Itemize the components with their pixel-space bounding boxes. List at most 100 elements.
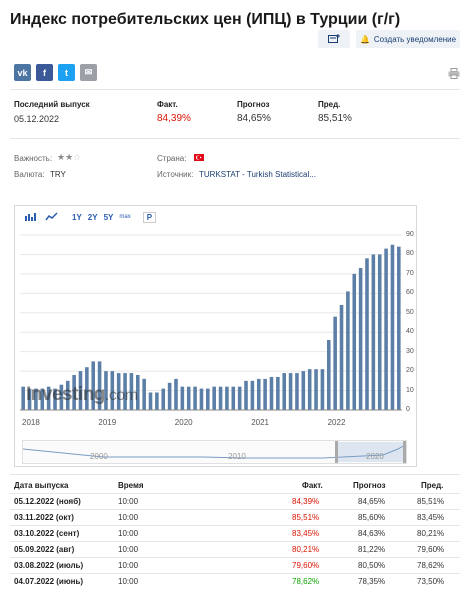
chart-bar[interactable] [199, 388, 204, 410]
chart-bar[interactable] [21, 386, 25, 410]
cell-date: 04.07.2022 (июнь) [14, 577, 84, 586]
chart-bar[interactable] [85, 367, 89, 410]
chart-bar[interactable] [34, 388, 38, 410]
chart-bar[interactable] [91, 361, 95, 410]
bell-icon: 🔔 [359, 34, 370, 44]
chart-bar[interactable] [161, 388, 166, 410]
chart-bar[interactable] [206, 388, 210, 410]
chart-bar[interactable] [78, 371, 83, 410]
chart-bar[interactable] [212, 386, 216, 410]
chart-bar[interactable] [263, 378, 267, 410]
range-1y[interactable]: 1Y [72, 212, 82, 222]
x-tick-label: 2022 [327, 418, 346, 427]
y-tick-label: 10 [406, 386, 414, 394]
navigator-sparkline [22, 441, 406, 463]
vk-icon[interactable]: vk [14, 64, 31, 81]
chart-bar[interactable] [237, 386, 242, 410]
chart-bar[interactable] [142, 378, 146, 410]
y-tick-label: 20 [406, 367, 414, 375]
chart-bar[interactable] [307, 369, 312, 410]
chart-bar[interactable] [116, 373, 121, 410]
country-label: Страна: [157, 154, 187, 163]
chart-bar[interactable] [174, 378, 178, 410]
chart-bar[interactable] [295, 373, 299, 410]
chart-bar[interactable] [46, 386, 51, 410]
chart-bar[interactable] [314, 369, 318, 410]
cell-time: 10:00 [118, 529, 139, 538]
chart-bar[interactable] [384, 248, 388, 410]
email-icon[interactable]: ✉ [80, 64, 97, 81]
y-tick-label: 50 [406, 308, 414, 316]
cell-date: 05.12.2022 (нояб) [14, 497, 81, 506]
create-alert-button[interactable]: 🔔 Создать уведомление [356, 30, 460, 48]
chart-bar[interactable] [148, 392, 153, 411]
y-tick-label: 0 [406, 406, 410, 413]
chart-bar[interactable] [123, 373, 127, 410]
cell-actual: 83,45% [292, 529, 320, 538]
investing-watermark: Investing.com [26, 384, 138, 405]
chart-bar[interactable] [129, 373, 134, 410]
chart-bar[interactable] [390, 244, 395, 410]
chart-bar[interactable] [180, 386, 185, 410]
line-chart-icon[interactable] [45, 208, 58, 226]
range-5y[interactable]: 5Y [103, 212, 114, 222]
chart-bar[interactable] [358, 268, 363, 410]
page-title: Индекс потребительских цен (ИПЦ) в Турци… [10, 11, 401, 28]
cell-actual: 78,62% [292, 577, 320, 586]
chart-bar[interactable] [276, 376, 280, 410]
chart-bar[interactable] [231, 386, 236, 410]
table-row: 05.12.2022 (нояб) 10:00 84,39% 84,65% 85,51% [10, 493, 460, 509]
chart-bar[interactable] [97, 361, 102, 410]
facebook-icon[interactable]: f [36, 64, 53, 81]
chart-bar[interactable] [193, 386, 197, 410]
chart-bar[interactable] [59, 384, 64, 410]
x-tick-label: 2021 [251, 418, 269, 427]
create-alert-label: Создать уведомление [373, 34, 457, 44]
table-row: 03.11.2022 (окт) 10:00 85,51% 85,60% 83,45% [10, 509, 460, 525]
chart-bar[interactable] [110, 371, 115, 410]
cell-time: 10:00 [118, 577, 139, 586]
chart-bar[interactable] [282, 373, 286, 410]
chart-bar[interactable] [72, 375, 76, 410]
chart-bar[interactable] [256, 378, 261, 410]
chart-bar[interactable] [269, 376, 274, 410]
chart-bar[interactable] [155, 392, 159, 411]
range-2y[interactable]: 2Y [87, 212, 98, 222]
bar-chart-icon[interactable] [24, 208, 37, 226]
chart-bar[interactable] [301, 371, 306, 410]
chart-bar[interactable] [186, 386, 191, 410]
chart-bar[interactable] [136, 375, 140, 410]
chart-bar[interactable] [225, 386, 229, 410]
chart-bar[interactable] [346, 291, 350, 410]
twitter-icon[interactable]: t [58, 64, 75, 81]
chart-bar[interactable] [53, 388, 57, 410]
chart-bar[interactable] [352, 273, 357, 410]
chart-bar[interactable] [167, 382, 172, 410]
chart-bar[interactable] [244, 380, 248, 410]
source-link[interactable]: TURKSTAT - Turkish Statistical... [199, 170, 316, 179]
chart-bar[interactable] [218, 386, 223, 410]
chart-bar[interactable] [27, 388, 32, 410]
chart-bar[interactable] [333, 316, 337, 410]
latest-release-label: Последний выпуск [14, 100, 90, 109]
chart-navigator[interactable] [22, 440, 407, 464]
chart-bar[interactable] [40, 388, 45, 410]
chart-bar[interactable] [320, 369, 325, 410]
y-tick-label: 90 [406, 231, 414, 238]
chart-bar[interactable] [65, 380, 70, 410]
chart-bar[interactable] [327, 340, 331, 410]
range-max[interactable]: max [119, 214, 131, 220]
add-to-portfolio-button[interactable] [318, 30, 350, 48]
chart-bar[interactable] [250, 380, 255, 410]
chart-bar[interactable] [371, 254, 376, 410]
p-button[interactable]: P [142, 211, 157, 223]
chart-bar[interactable] [377, 254, 382, 410]
chart-bar[interactable] [288, 373, 293, 410]
print-icon[interactable] [448, 68, 460, 79]
chart-bar[interactable] [339, 305, 344, 410]
chart-bar[interactable] [397, 246, 401, 410]
chart-bar[interactable] [365, 258, 369, 410]
chart-toolbar: 1Y 2Y 5Y max P [14, 208, 162, 226]
chart-bar[interactable] [104, 371, 108, 410]
x-tick-label: 2018 [22, 418, 40, 427]
